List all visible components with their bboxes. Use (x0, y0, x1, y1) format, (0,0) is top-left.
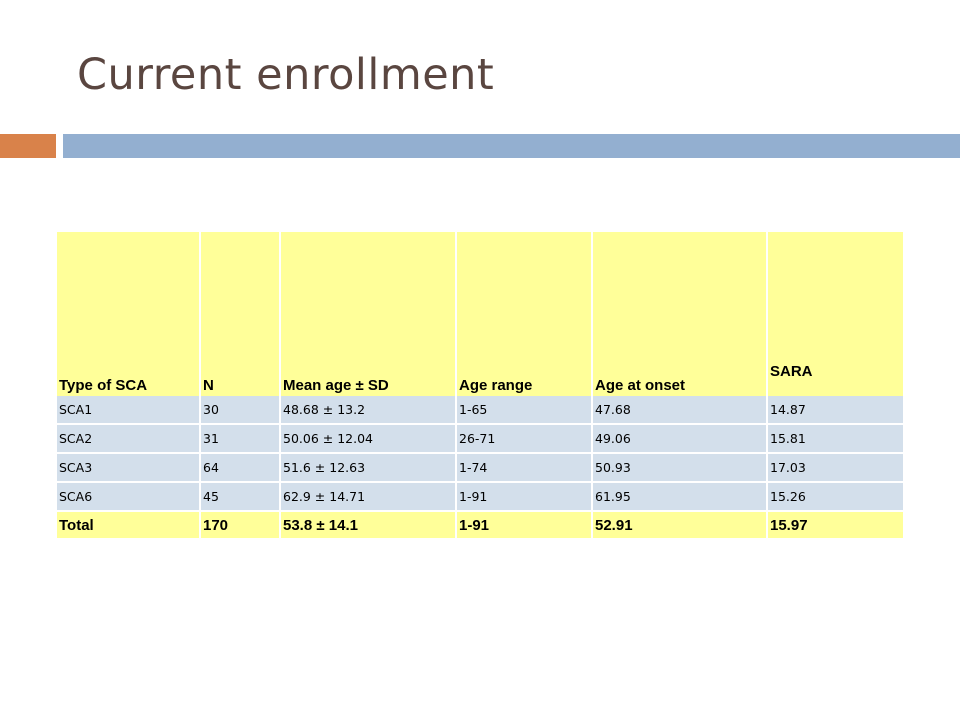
total-label: Total (57, 511, 201, 538)
enrollment-table: Type of SCA N Mean age ± SD Age range Ag… (57, 232, 903, 538)
header-age-at-onset: Age at onset (592, 232, 768, 396)
cell-age-at-onset: 61.95 (592, 482, 768, 512)
title-underline-orange (0, 134, 56, 158)
total-age-range: 1-91 (456, 511, 593, 538)
total-age-at-onset: 52.91 (592, 511, 768, 538)
cell-age-range: 1-74 (456, 453, 593, 483)
cell-age-at-onset: 50.93 (592, 453, 768, 483)
table-row: SCA3 64 51.6 ± 12.63 1-74 50.93 17.03 (57, 453, 903, 483)
cell-n: 45 (200, 482, 281, 512)
cell-n: 30 (200, 396, 281, 425)
slide-title: Current enrollment (77, 50, 495, 100)
header-type-of-sca: Type of SCA (57, 232, 201, 396)
table-header-row: Type of SCA N Mean age ± SD Age range Ag… (57, 232, 903, 396)
header-n: N (200, 232, 281, 396)
table-row: SCA2 31 50.06 ± 12.04 26-71 49.06 15.81 (57, 424, 903, 454)
cell-age-range: 1-65 (456, 396, 593, 425)
cell-age-range: 1-91 (456, 482, 593, 512)
total-sara: 15.97 (767, 511, 903, 538)
cell-sara: 17.03 (767, 453, 903, 483)
total-mean-age: 53.8 ± 14.1 (280, 511, 457, 538)
total-n: 170 (200, 511, 281, 538)
table-row: SCA6 45 62.9 ± 14.71 1-91 61.95 15.26 (57, 482, 903, 512)
cell-n: 31 (200, 424, 281, 454)
header-age-range: Age range (456, 232, 593, 396)
cell-type: SCA3 (57, 453, 201, 483)
cell-age-at-onset: 47.68 (592, 396, 768, 425)
cell-mean-age: 51.6 ± 12.63 (280, 453, 457, 483)
cell-age-at-onset: 49.06 (592, 424, 768, 454)
cell-mean-age: 50.06 ± 12.04 (280, 424, 457, 454)
cell-sara: 14.87 (767, 396, 903, 425)
cell-sara: 15.81 (767, 424, 903, 454)
cell-mean-age: 48.68 ± 13.2 (280, 396, 457, 425)
cell-age-range: 26-71 (456, 424, 593, 454)
table-row: SCA1 30 48.68 ± 13.2 1-65 47.68 14.87 (57, 396, 903, 425)
cell-n: 64 (200, 453, 281, 483)
header-sara: SARA (767, 232, 903, 396)
cell-type: SCA1 (57, 396, 201, 425)
cell-mean-age: 62.9 ± 14.71 (280, 482, 457, 512)
cell-sara: 15.26 (767, 482, 903, 512)
cell-type: SCA2 (57, 424, 201, 454)
header-mean-age: Mean age ± SD (280, 232, 457, 396)
table-total-row: Total 170 53.8 ± 14.1 1-91 52.91 15.97 (57, 511, 903, 538)
cell-type: SCA6 (57, 482, 201, 512)
title-underline-blue (63, 134, 960, 158)
